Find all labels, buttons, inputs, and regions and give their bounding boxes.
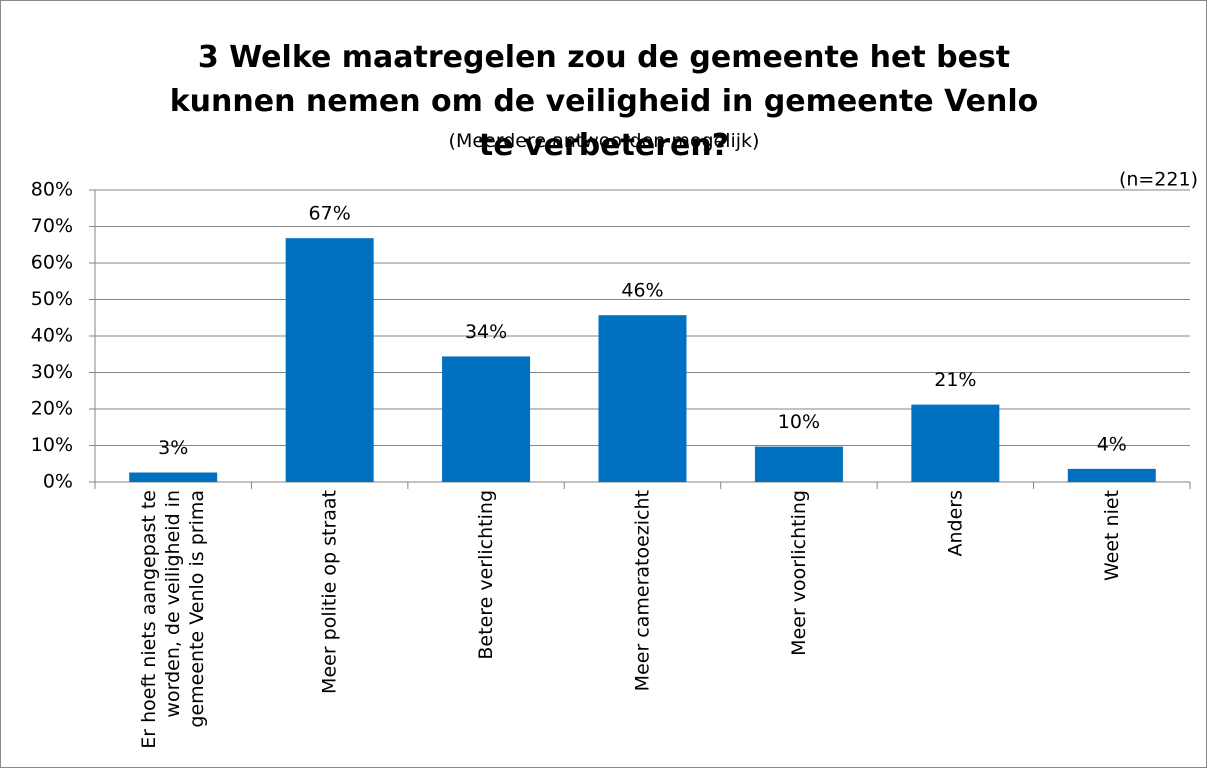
chart-subtitle: (Meerdere antwoorden mogelijk) <box>448 130 760 152</box>
bar <box>598 315 687 482</box>
y-tick-label: 40% <box>31 325 73 347</box>
y-tick-label: 10% <box>31 434 73 456</box>
bar <box>754 446 843 482</box>
value-label: 21% <box>934 369 976 391</box>
value-label: 67% <box>309 203 351 225</box>
chart-title: 3 Welke maatregelen zou de gemeente het … <box>169 40 1039 163</box>
value-label: 10% <box>778 411 820 433</box>
y-tick-label: 50% <box>31 288 73 310</box>
x-tick-label: Meer cameratoezicht <box>631 490 654 692</box>
value-label: 3% <box>158 437 188 459</box>
bar <box>129 472 218 482</box>
y-tick-label: 80% <box>31 179 73 201</box>
bar <box>911 404 1000 482</box>
bar <box>442 356 531 482</box>
value-label: 34% <box>465 321 507 343</box>
y-tick-label: 70% <box>31 215 73 237</box>
annotation: (n=221) <box>1119 169 1198 191</box>
x-tick-label: Meer politie op straat <box>318 490 341 694</box>
x-tick-label: Meer voorlichting <box>787 490 810 656</box>
value-label: 4% <box>1097 433 1127 455</box>
y-tick-label: 0% <box>43 471 73 493</box>
x-tick-label: Anders <box>944 490 967 557</box>
bar <box>285 238 374 482</box>
y-tick-label: 30% <box>31 361 73 383</box>
x-tick-label: Er hoeft niets aangepast te worden, de v… <box>138 490 209 749</box>
x-tick-label: Weet niet <box>1100 490 1123 582</box>
value-label: 46% <box>621 280 663 302</box>
bar <box>1067 468 1156 482</box>
y-tick-label: 60% <box>31 252 73 274</box>
y-tick-label: 20% <box>31 398 73 420</box>
x-tick-label: Betere verlichting <box>475 490 498 660</box>
